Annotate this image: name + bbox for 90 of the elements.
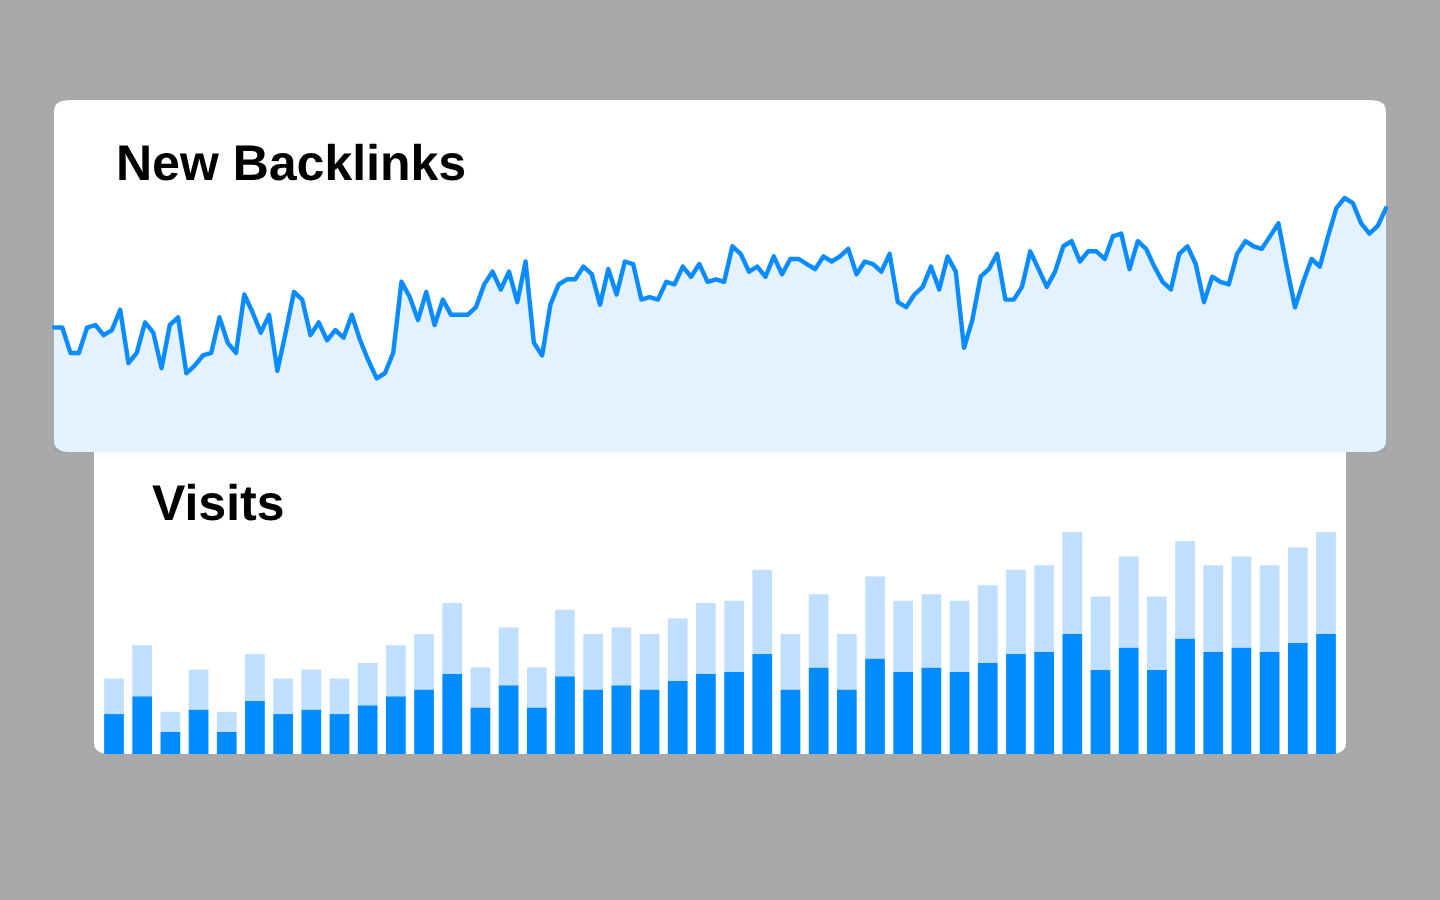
bar xyxy=(780,634,801,690)
bar xyxy=(893,600,914,672)
bar xyxy=(611,685,632,754)
bar xyxy=(639,689,660,754)
bar xyxy=(1287,643,1308,754)
bar xyxy=(357,705,378,754)
bar xyxy=(865,576,885,659)
bar xyxy=(724,671,744,754)
bar xyxy=(386,696,406,754)
bar xyxy=(1034,565,1054,652)
bar xyxy=(1259,565,1280,652)
bar xyxy=(977,585,998,663)
bar xyxy=(1287,547,1308,643)
bar xyxy=(1118,647,1139,754)
bar xyxy=(273,714,293,754)
bar xyxy=(273,678,293,715)
bar xyxy=(583,634,604,690)
bar xyxy=(639,634,660,690)
bar xyxy=(1006,654,1026,754)
bar xyxy=(583,689,604,754)
bar xyxy=(1231,647,1252,754)
bar xyxy=(724,600,744,672)
chart-title: Visits xyxy=(152,483,283,521)
bar xyxy=(1006,569,1026,655)
bar xyxy=(1316,634,1336,754)
bar xyxy=(1203,651,1224,754)
bar xyxy=(1062,532,1083,635)
bar xyxy=(1147,669,1167,754)
bar xyxy=(132,645,153,697)
bar xyxy=(865,658,885,754)
bar xyxy=(949,671,970,754)
chart-title: New Backlinks xyxy=(119,143,465,181)
bar xyxy=(329,678,350,715)
bar xyxy=(245,700,265,754)
bar xyxy=(470,667,491,708)
bar xyxy=(752,654,773,754)
bar xyxy=(893,671,914,754)
bar xyxy=(1034,651,1054,754)
bar xyxy=(949,600,970,672)
bar xyxy=(696,603,716,675)
bar xyxy=(188,669,209,710)
bar xyxy=(752,569,773,655)
bar xyxy=(1259,651,1280,754)
bar xyxy=(1316,532,1336,635)
bar xyxy=(329,714,350,754)
bar xyxy=(414,689,434,754)
bar xyxy=(808,667,829,754)
bar xyxy=(780,689,801,754)
bar xyxy=(526,707,547,754)
bar xyxy=(1090,596,1111,670)
bar xyxy=(104,714,124,754)
bar xyxy=(498,685,519,754)
bar xyxy=(132,696,153,754)
bar xyxy=(667,680,688,754)
bar xyxy=(921,594,942,668)
bar xyxy=(1175,540,1195,639)
bar xyxy=(836,634,857,690)
bar xyxy=(104,678,124,715)
bar xyxy=(526,667,547,708)
bar xyxy=(414,634,434,690)
bar xyxy=(216,711,237,732)
bar xyxy=(555,676,575,754)
bar xyxy=(611,627,632,686)
bar xyxy=(442,603,463,675)
bar xyxy=(1231,556,1252,648)
bar xyxy=(301,709,322,754)
bar xyxy=(1118,556,1139,648)
bar xyxy=(808,594,829,668)
bar xyxy=(160,711,181,732)
bar xyxy=(470,707,491,754)
bar xyxy=(1062,634,1083,754)
bar xyxy=(1147,596,1167,670)
bar xyxy=(555,609,575,677)
bar xyxy=(498,627,519,686)
bar xyxy=(386,645,406,697)
bar xyxy=(357,662,378,706)
bar xyxy=(245,654,265,701)
bar xyxy=(696,674,716,754)
bar xyxy=(667,618,688,681)
bar xyxy=(1175,638,1195,754)
bar xyxy=(160,731,181,754)
bar xyxy=(301,669,322,710)
bar xyxy=(921,667,942,754)
bar xyxy=(977,662,998,754)
bar xyxy=(836,689,857,754)
bar xyxy=(1203,565,1224,652)
bar xyxy=(216,731,237,754)
bar xyxy=(442,674,463,754)
bar xyxy=(1090,669,1111,754)
bar xyxy=(188,709,209,754)
